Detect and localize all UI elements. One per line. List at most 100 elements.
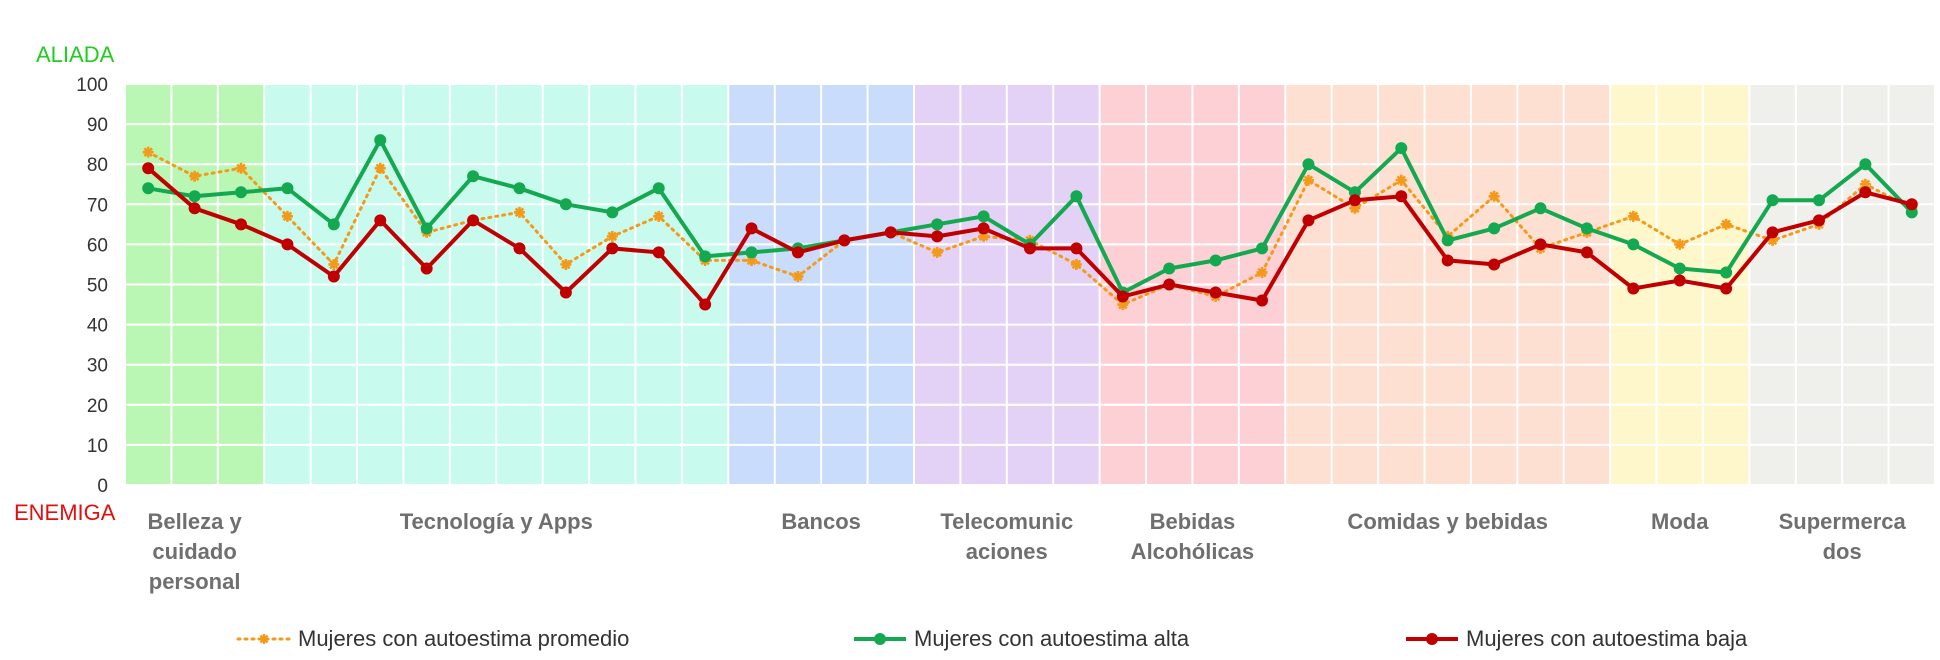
series-1-point-10 (606, 206, 619, 219)
series-1-point-32 (1627, 238, 1640, 251)
series-0-point-11 (653, 210, 665, 222)
series-1-point-4 (327, 218, 340, 231)
series-1-point-5 (374, 134, 387, 147)
series-1-point-23 (1209, 254, 1222, 267)
series-0-point-18 (978, 230, 990, 242)
legend-swatch-1 (854, 633, 906, 645)
series-1-point-17 (931, 218, 944, 231)
legend-label-0: Mujeres con autoestima promedio (298, 626, 630, 651)
series-0-point-9 (560, 258, 572, 270)
group-label-3: Telecomunic aciones (940, 509, 1074, 564)
series-0-point-33 (1674, 238, 1686, 250)
series-2-point-3 (281, 238, 294, 251)
series-1-point-1 (188, 190, 201, 203)
series-0-point-35 (1767, 234, 1779, 246)
legend-item-0: Mujeres con autoestima promedio (236, 624, 629, 654)
series-1-point-22 (1163, 262, 1176, 275)
series-0-point-13 (746, 254, 758, 266)
series-1-point-12 (699, 250, 712, 263)
series-0-point-4 (328, 258, 340, 270)
series-0-point-34 (1720, 218, 1732, 230)
series-2-point-13 (745, 222, 758, 235)
series-2-point-21 (1116, 290, 1129, 303)
series-2-point-8 (513, 242, 526, 255)
y-axis-ticks: 0 10 20 30 40 50 60 70 80 90 100 (76, 75, 108, 497)
legend-label-1: Mujeres con autoestima alta (914, 626, 1190, 651)
series-2-point-33 (1673, 274, 1686, 287)
series-2-point-0 (142, 162, 155, 175)
series-2-point-26 (1348, 194, 1361, 207)
series-0-point-26 (1349, 202, 1361, 214)
y-tick-label: 90 (87, 115, 108, 136)
series-0-point-17 (931, 246, 943, 258)
series-2-point-24 (1256, 294, 1269, 307)
series-2-point-15 (838, 234, 851, 247)
series-2-point-12 (699, 298, 712, 311)
series-1-point-0 (142, 182, 155, 195)
series-1-point-3 (281, 182, 294, 195)
series-0-point-37 (1859, 178, 1871, 190)
y-tick-label: 100 (76, 75, 108, 96)
series-0-point-3 (281, 210, 293, 222)
series-2-point-19 (1024, 242, 1036, 255)
series-1-point-24 (1256, 242, 1269, 255)
series-0-point-5 (374, 162, 386, 174)
series-0-point-2 (235, 162, 247, 174)
series-2-point-29 (1488, 258, 1501, 271)
series-2-point-32 (1627, 282, 1640, 295)
y-tick-label: 60 (87, 235, 108, 256)
series-2-point-17 (931, 230, 944, 243)
series-1-point-30 (1534, 202, 1547, 215)
series-1-point-8 (513, 182, 526, 195)
series-2-point-18 (977, 222, 990, 235)
series-1-point-37 (1859, 158, 1872, 171)
series-0-point-1 (189, 170, 201, 182)
y-tick-label: 30 (87, 356, 108, 377)
series-2-point-1 (188, 202, 201, 215)
series-1-point-33 (1673, 262, 1686, 275)
y-tick-label: 0 (97, 476, 108, 497)
y-tick-label: 70 (87, 195, 108, 216)
series-2-point-27 (1395, 190, 1408, 203)
group-label-1: Tecnología y Apps (399, 509, 593, 534)
series-2-point-34 (1720, 282, 1733, 295)
series-2-point-31 (1580, 246, 1593, 259)
y-tick-label: 80 (87, 155, 108, 176)
series-2-point-2 (235, 218, 248, 231)
legend-item-2: Mujeres con autoestima baja (1404, 624, 1747, 654)
series-2-point-16 (884, 226, 897, 239)
series-0-point-20 (1070, 258, 1082, 270)
legend-swatch-0 (236, 634, 292, 644)
series-1-point-31 (1580, 222, 1593, 235)
series-2-point-23 (1209, 286, 1222, 299)
series-1-point-35 (1766, 194, 1779, 207)
group-label-0: Belleza y cuidado personal (147, 509, 242, 594)
series-1-point-11 (652, 182, 665, 195)
legend-swatch-2 (1406, 633, 1458, 645)
series-1-point-9 (559, 198, 572, 211)
series-2-point-25 (1302, 214, 1315, 227)
series-1-point-27 (1395, 142, 1408, 155)
series-1-point-7 (467, 170, 480, 183)
series-2-point-38 (1905, 198, 1918, 211)
series-0-point-29 (1488, 190, 1500, 202)
series-2-point-11 (652, 246, 665, 259)
series-2-point-10 (606, 242, 619, 255)
series-1-point-36 (1812, 194, 1825, 207)
series-2-point-36 (1812, 214, 1825, 227)
y-tick-label: 40 (87, 316, 108, 337)
y-tick-label: 20 (87, 396, 108, 417)
legend-label-2: Mujeres con autoestima baja (1466, 626, 1748, 651)
series-1-point-18 (977, 210, 990, 223)
series-0-point-21 (1117, 299, 1129, 311)
series-2-point-4 (327, 270, 340, 283)
group-label-4: Bebidas Alcohólicas (1130, 509, 1255, 564)
series-0-point-32 (1627, 210, 1639, 222)
series-2-point-20 (1070, 242, 1083, 255)
series-2-point-6 (420, 262, 433, 275)
y-tick-label: 50 (87, 276, 108, 297)
series-2-point-5 (374, 214, 387, 227)
series-2-point-7 (467, 214, 480, 227)
y-top-label: ALIADA (36, 42, 115, 67)
